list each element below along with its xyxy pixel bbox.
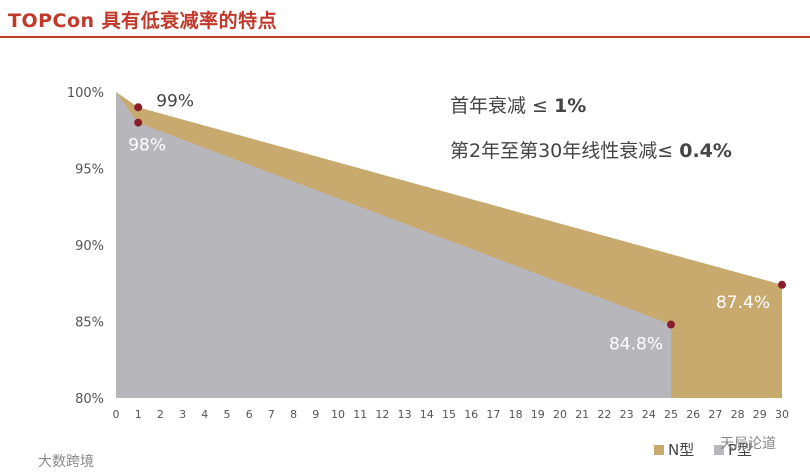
watermark-left: 大数跨境 xyxy=(38,454,94,470)
y-axis: 100% 95% 90% 85% 80% xyxy=(67,86,104,407)
watermark-right: 天局论道 xyxy=(720,436,776,452)
data-label: 87.4% xyxy=(716,293,770,313)
data-marker xyxy=(134,118,143,127)
x-tick-label: 30 xyxy=(775,408,789,421)
x-tick-label: 11 xyxy=(353,408,367,421)
x-tick-label: 28 xyxy=(731,408,745,421)
x-tick-label: 13 xyxy=(398,408,412,421)
y-tick-label: 80% xyxy=(75,392,104,407)
x-tick-label: 21 xyxy=(575,408,589,421)
x-tick-label: 16 xyxy=(464,408,478,421)
series-area-p-type xyxy=(116,92,671,398)
x-tick-label: 6 xyxy=(246,408,253,421)
data-label: 84.8% xyxy=(609,335,663,355)
area-layer xyxy=(116,92,782,398)
legend-label: P型 xyxy=(728,441,752,459)
x-tick-label: 2 xyxy=(157,408,164,421)
marker-layer: 99% 98% 84.8% 87.4% xyxy=(128,91,786,355)
x-tick-label: 29 xyxy=(753,408,767,421)
x-tick-label: 25 xyxy=(664,408,678,421)
x-tick-label: 9 xyxy=(312,408,319,421)
x-tick-label: 5 xyxy=(224,408,231,421)
y-tick-label: 85% xyxy=(75,316,104,331)
annotation-text: 第2年至第30年线性衰减≤ 0.4% xyxy=(450,140,732,162)
data-marker xyxy=(667,320,675,329)
x-tick-label: 27 xyxy=(708,408,722,421)
title-divider xyxy=(0,36,810,38)
legend: N型 P型 xyxy=(654,441,752,459)
y-tick-label: 95% xyxy=(75,163,104,178)
x-axis: 0 1 2 3 4 5 6 7 8 9 10 11 12 13 14 15 16 17 18 19 20 21 22 23 24… xyxy=(113,408,790,421)
y-tick-label: 90% xyxy=(75,239,104,254)
data-marker xyxy=(778,280,786,289)
y-tick-label: 100% xyxy=(67,86,104,101)
x-tick-label: 22 xyxy=(597,408,611,421)
x-tick-label: 18 xyxy=(509,408,523,421)
x-tick-label: 23 xyxy=(620,408,634,421)
legend-swatch xyxy=(714,445,724,455)
x-tick-label: 0 xyxy=(113,408,120,421)
annotation-layer: 首年衰减 ≤ 1% 第2年至第30年线性衰减≤ 0.4% xyxy=(450,95,732,162)
x-tick-label: 7 xyxy=(268,408,275,421)
watermark-layer: 大数跨境 天局论道 xyxy=(38,436,776,470)
x-tick-label: 26 xyxy=(686,408,700,421)
data-label: 99% xyxy=(156,91,194,111)
x-tick-label: 10 xyxy=(331,408,345,421)
data-marker xyxy=(134,103,143,112)
x-tick-label: 8 xyxy=(290,408,297,421)
page-title: TOPCon 具有低衰减率的特点 xyxy=(8,10,278,32)
annotation-text: 首年衰减 ≤ 1% xyxy=(450,95,586,117)
x-tick-label: 19 xyxy=(531,408,545,421)
x-tick-label: 3 xyxy=(179,408,186,421)
x-tick-label: 17 xyxy=(486,408,500,421)
x-tick-label: 14 xyxy=(420,408,434,421)
data-label: 98% xyxy=(128,136,166,156)
legend-swatch xyxy=(654,445,664,455)
x-tick-label: 1 xyxy=(135,408,142,421)
legend-label: N型 xyxy=(668,441,694,459)
x-tick-label: 20 xyxy=(553,408,567,421)
x-tick-label: 4 xyxy=(201,408,208,421)
x-tick-label: 15 xyxy=(442,408,456,421)
x-tick-label: 12 xyxy=(375,408,389,421)
x-tick-label: 24 xyxy=(642,408,656,421)
